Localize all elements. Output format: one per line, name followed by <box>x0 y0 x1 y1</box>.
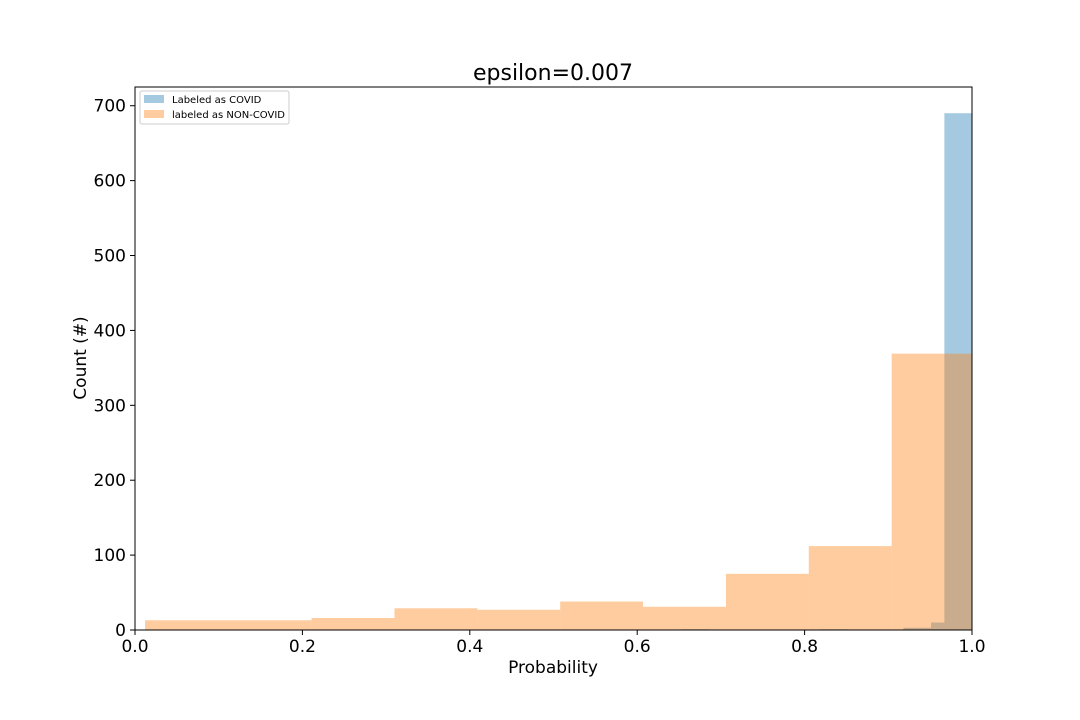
legend-label-covid: Labeled as COVID <box>172 95 262 106</box>
plot-frame <box>134 86 973 631</box>
histogram-bar-series-1-bin-5 <box>643 606 726 630</box>
histogram-bar-series-1-bin-1 <box>311 618 395 630</box>
legend-swatch-non-covid <box>144 110 164 118</box>
legend-box <box>139 90 290 125</box>
x-axis-label: Probability <box>508 658 598 678</box>
y-tick-label: 600 <box>94 172 126 192</box>
y-tick-label: 0 <box>115 621 126 641</box>
x-tick-label: 0.4 <box>456 637 483 657</box>
plot-area <box>145 113 972 630</box>
x-tick-label: 0.0 <box>121 637 148 657</box>
x-axis: 0.0 0.2 0.4 0.6 0.8 1.0 <box>121 630 986 657</box>
y-tick-label: 200 <box>94 471 126 491</box>
legend-label-non-covid: labeled as NON-COVID <box>172 110 285 121</box>
histogram-bar-series-1-bin-4 <box>560 601 644 630</box>
y-axis: 0 100 200 300 400 500 600 700 <box>94 97 135 641</box>
histogram-bar-series-1-bin-8 <box>891 353 972 630</box>
legend-swatch-covid <box>144 95 164 103</box>
histogram-bar-series-0-bin-4 <box>944 113 972 630</box>
y-tick-label: 100 <box>94 546 126 566</box>
histogram-bar-series-1-bin-2 <box>394 608 478 630</box>
histogram-bar-series-1-bin-7 <box>808 546 892 630</box>
x-tick-label: 1.0 <box>958 637 985 657</box>
histogram-bar-series-0-bin-2 <box>903 627 931 630</box>
y-axis-label: Count (#) <box>71 316 91 399</box>
histogram-bar-series-0-bin-3 <box>930 622 945 630</box>
y-tick-label: 700 <box>94 97 126 117</box>
legend: Labeled as COVID labeled as NON-COVID <box>139 90 290 125</box>
y-tick-label: 400 <box>94 321 126 341</box>
y-tick-label: 500 <box>94 247 126 267</box>
x-tick-label: 0.6 <box>624 637 651 657</box>
x-tick-label: 0.8 <box>791 637 818 657</box>
chart-title: epsilon=0.007 <box>473 61 633 86</box>
x-tick-label: 0.2 <box>289 637 316 657</box>
histogram-bar-series-1-bin-6 <box>725 573 809 630</box>
y-tick-label: 300 <box>94 396 126 416</box>
histogram-bar-series-1-bin-3 <box>477 609 561 630</box>
histogram-bar-series-1-bin-0 <box>145 620 312 630</box>
